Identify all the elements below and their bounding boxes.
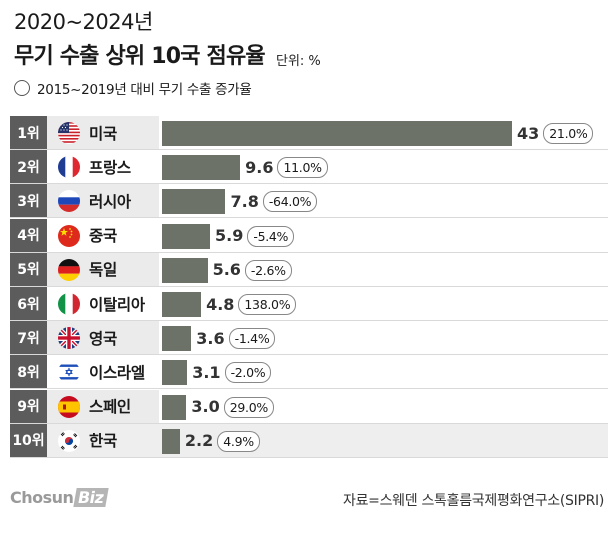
russia-flag-icon: [58, 190, 80, 213]
rank-badge: 10위: [10, 423, 47, 457]
bar: [162, 326, 192, 352]
category-label: 중국: [89, 227, 117, 246]
rank-badge: 6위: [10, 287, 47, 320]
bar-row: 1위 미국 43 21.0%: [10, 116, 608, 150]
rank-badge: 2위: [10, 150, 47, 184]
bar-row: 6위 이탈리아 4.8 138.0%: [10, 287, 608, 321]
bar: [162, 360, 188, 386]
bar-row: 10위 한국 2.2 4.9%: [10, 423, 608, 458]
growth-label: 4.9%: [217, 430, 260, 452]
category-label: 영국: [89, 329, 117, 348]
bar-row: 7위 영국 3.6 -1.4%: [10, 321, 608, 356]
france-flag-icon: [58, 156, 80, 179]
legend-circle-icon: [14, 80, 30, 96]
chart-title: 무기 수출 상위 10국 점유율: [14, 44, 266, 69]
growth-label: -2.6%: [244, 259, 292, 281]
category-label: 독일: [89, 261, 117, 280]
value-label: 9.6: [245, 157, 274, 177]
rank-badge: 4위: [10, 218, 47, 252]
bar-row: 4위 중국 5.9 -5.4%: [10, 218, 608, 253]
legend-label: 2015~2019년 대비 무기 수출 증가율: [37, 82, 252, 98]
category-label: 러시아: [89, 192, 131, 211]
germany-flag-icon: [58, 258, 80, 281]
rank-badge: 9위: [10, 389, 47, 423]
value-label: 43: [517, 123, 540, 143]
growth-label: -5.4%: [247, 225, 295, 247]
bar-row: 2위 프랑스 9.6 11.0%: [10, 150, 608, 185]
legend: 2015~2019년 대비 무기 수출 증가율: [14, 78, 252, 98]
logo-biz: Biz: [73, 488, 109, 507]
bar-row: 3위 러시아 7.8 -64.0%: [10, 184, 608, 219]
row-divider: [10, 183, 608, 185]
row-divider: [10, 285, 608, 287]
rank-badge: 8위: [10, 355, 47, 389]
title-period: 2020~2024년: [14, 10, 153, 34]
israel-flag-icon: [58, 361, 80, 384]
rank-badge: 3위: [10, 184, 47, 218]
category-label: 스페인: [89, 398, 131, 417]
rank-badge: 5위: [10, 252, 47, 286]
us-flag-icon: [58, 122, 80, 144]
category-label: 미국: [89, 124, 117, 143]
growth-label: -1.4%: [228, 328, 276, 350]
rank-badge: 1위: [10, 116, 47, 149]
growth-label: -2.0%: [224, 362, 272, 384]
row-divider: [10, 456, 608, 458]
rank-badge: 7위: [10, 321, 47, 355]
bar: [162, 394, 187, 420]
italy-flag-icon: [58, 293, 80, 315]
unit-label: 단위: %: [276, 54, 321, 69]
value-label: 7.8: [230, 191, 259, 211]
bar: [162, 292, 202, 317]
spain-flag-icon: [58, 395, 80, 418]
bar: [162, 223, 211, 249]
korea-flag-icon: [58, 429, 80, 452]
value-label: 3.0: [191, 397, 220, 417]
category-label: 한국: [89, 432, 117, 451]
bar: [162, 121, 512, 146]
growth-label: 138.0%: [238, 294, 297, 315]
bar-row: 5위 독일 5.6 -2.6%: [10, 252, 608, 287]
bar: [162, 155, 241, 181]
value-label: 5.9: [215, 226, 244, 246]
value-label: 3.6: [196, 328, 225, 348]
growth-label: 21.0%: [543, 123, 594, 144]
value-label: 5.6: [212, 260, 241, 280]
growth-label: 11.0%: [277, 157, 328, 179]
category-label: 이스라엘: [89, 363, 145, 382]
bar-row: 9위 스페인 3.0 29.0%: [10, 389, 608, 424]
china-flag-icon: [58, 224, 80, 247]
row-divider: [10, 217, 608, 219]
row-divider: [10, 388, 608, 390]
value-label: 2.2: [184, 431, 214, 451]
row-divider: [10, 251, 608, 253]
bar: [162, 428, 180, 454]
logo: Chosun Biz: [10, 488, 109, 507]
source-note: 자료=스웨덴 스톡홀름국제평화연구소(SIPRI): [343, 493, 604, 509]
row-divider: [10, 354, 608, 356]
bar: [162, 257, 208, 283]
bar-row: 8위 이스라엘 3.1 -2.0%: [10, 355, 608, 390]
row-divider: [10, 422, 608, 424]
value-label: 3.1: [192, 362, 221, 382]
row-divider: [10, 320, 608, 321]
category-label: 이탈리아: [89, 295, 145, 314]
category-label: 프랑스: [89, 158, 131, 177]
value-label: 4.8: [206, 294, 235, 314]
growth-label: 29.0%: [223, 396, 274, 418]
logo-text: Chosun: [10, 488, 74, 507]
row-divider: [10, 149, 608, 150]
growth-label: -64.0%: [262, 191, 318, 213]
bar: [162, 189, 226, 215]
